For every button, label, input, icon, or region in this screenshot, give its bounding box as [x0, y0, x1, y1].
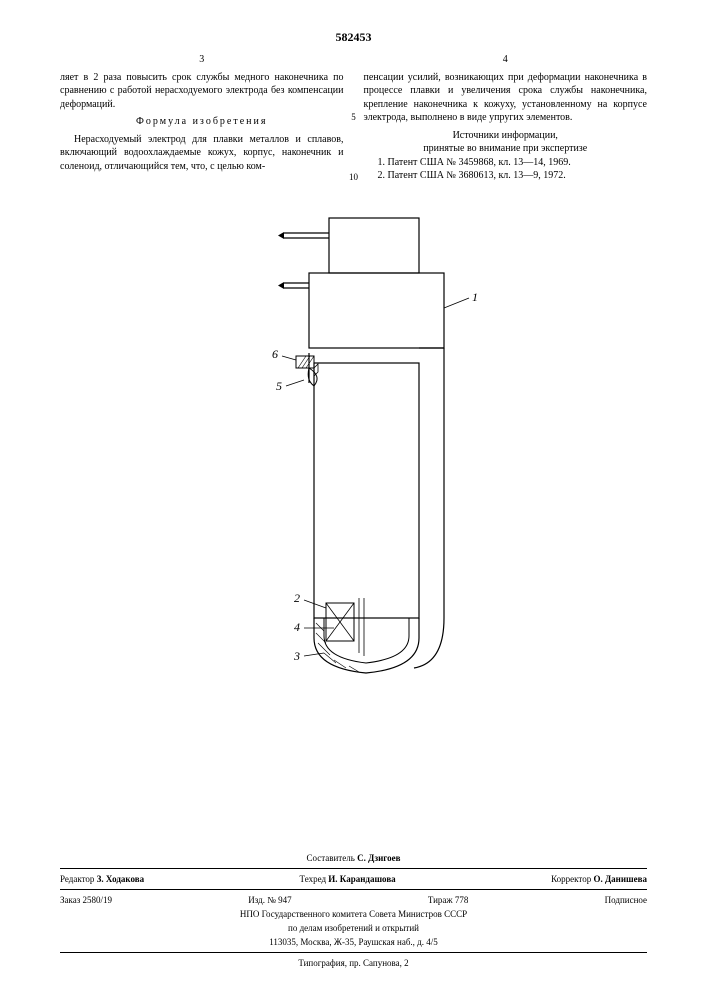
- org-line-1: НПО Государственного комитета Совета Мин…: [60, 907, 647, 921]
- line-marker-10: 10: [349, 171, 358, 183]
- org-address: 113035, Москва, Ж-35, Раушская наб., д. …: [60, 935, 647, 949]
- col-num-left: 3: [60, 53, 344, 67]
- fig-label-3: 3: [293, 649, 300, 663]
- sources-title: Источники информации,: [364, 129, 648, 143]
- page: 582453 5 10 3 ляет в 2 раза повысить сро…: [0, 0, 707, 1000]
- corrector-name: О. Данишева: [593, 874, 647, 884]
- patent-number: 582453: [60, 30, 647, 45]
- editor-name: З. Ходакова: [97, 874, 144, 884]
- fig-label-5: 5: [276, 379, 282, 393]
- compiler-label: Составитель: [306, 853, 354, 863]
- editor-label: Редактор: [60, 874, 94, 884]
- fig-label-2: 2: [294, 591, 300, 605]
- col-num-right: 4: [364, 53, 648, 67]
- source-1: 1. Патент США № 3459868, кл. 13—14, 1969…: [364, 156, 648, 170]
- left-column: 3 ляет в 2 раза повысить срок службы мед…: [60, 53, 344, 183]
- source-2: 2. Патент США № 3680613, кл. 13—9, 1972.: [364, 169, 648, 183]
- order-num: Заказ 2580/19: [60, 895, 112, 905]
- fig-label-1: 1: [472, 290, 478, 304]
- line-marker-5: 5: [351, 111, 356, 123]
- right-column: 4 пенсации усилий, возникающих при дефор…: [364, 53, 648, 183]
- electrode-diagram: 1 6 5: [214, 208, 494, 688]
- left-para-2: Нерасходуемый электрод для плавки металл…: [60, 133, 344, 174]
- footer: Составитель С. Дзигоев Редактор З. Ходак…: [60, 851, 647, 970]
- fig-label-4: 4: [294, 620, 300, 634]
- sources-sub: принятые во внимание при экспертизе: [364, 142, 648, 156]
- text-columns: 5 10 3 ляет в 2 раза повысить срок служб…: [60, 53, 647, 183]
- tirazh: Тираж 778: [428, 895, 469, 905]
- org-line-2: по делам изобретений и открытий: [60, 921, 647, 935]
- compiler-name: С. Дзигоев: [357, 853, 400, 863]
- subscr: Подписное: [605, 895, 647, 905]
- formula-title: Формула изобретения: [60, 115, 344, 129]
- techred-name: И. Карандашова: [328, 874, 395, 884]
- left-para-1: ляет в 2 раза повысить срок службы медно…: [60, 71, 344, 112]
- fig-label-6: 6: [272, 347, 278, 361]
- izd-num: Изд. № 947: [248, 895, 291, 905]
- right-para-1: пенсации усилий, возникающих при деформа…: [364, 71, 648, 125]
- figure: 1 6 5: [60, 208, 647, 693]
- corrector-label: Корректор: [551, 874, 591, 884]
- tip-assembly: [314, 598, 419, 673]
- elastic-element: [296, 353, 318, 386]
- techred-label: Техред: [300, 874, 327, 884]
- printer: Типография, пр. Сапунова, 2: [60, 956, 647, 970]
